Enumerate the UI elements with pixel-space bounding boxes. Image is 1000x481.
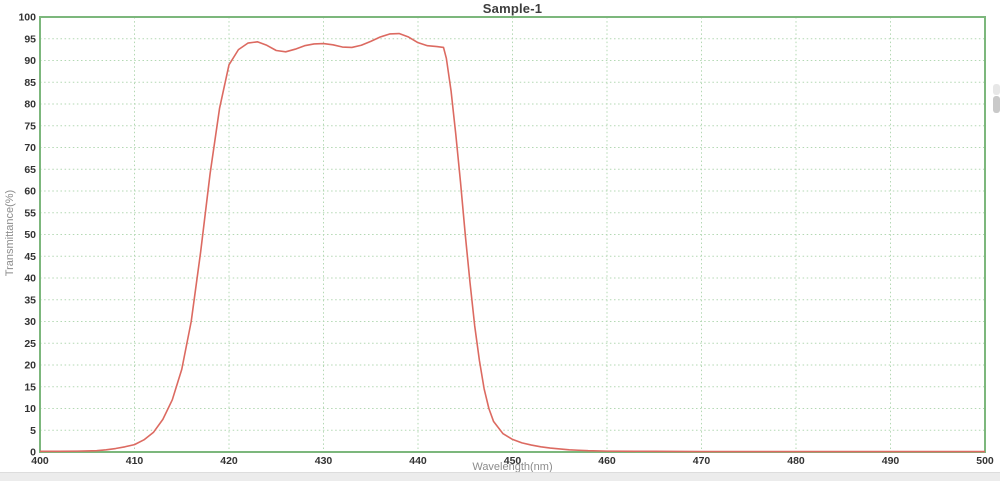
x-tick-label: 480 (787, 455, 805, 467)
y-tick-label: 65 (24, 164, 36, 176)
y-tick-label: 50 (24, 229, 36, 241)
y-axis-label: Transmittance(%) (4, 189, 16, 277)
x-tick-label: 490 (882, 455, 900, 467)
x-tick-label: 410 (126, 455, 144, 467)
y-tick-label: 95 (24, 33, 36, 45)
transmittance-curve (40, 32, 985, 453)
y-tick-label: 80 (24, 99, 36, 111)
x-tick-label: 440 (409, 455, 427, 467)
y-tick-label: 15 (24, 381, 36, 393)
y-tick-label: 30 (24, 316, 36, 328)
x-tick-label: 430 (315, 455, 333, 467)
y-tick-label: 35 (24, 294, 36, 306)
x-tick-label: 470 (693, 455, 711, 467)
y-tick-label: 45 (24, 251, 36, 263)
chart-title: Sample-1 (482, 1, 543, 16)
scrollbar[interactable] (992, 17, 1000, 452)
x-axis-label: Wavelength(nm) (472, 461, 553, 473)
y-tick-label: 10 (24, 403, 36, 415)
y-tick-label: 90 (24, 55, 36, 67)
x-tick-label: 460 (598, 455, 616, 467)
y-tick-label: 70 (24, 142, 36, 154)
y-tick-label: 75 (24, 120, 36, 132)
x-tick-label: 500 (976, 455, 994, 467)
x-tick-label: 400 (31, 455, 49, 467)
x-tick-label: 450 (504, 455, 522, 467)
plot-border (39, 16, 986, 453)
x-tick-label: 420 (220, 455, 238, 467)
y-tick-label: 25 (24, 338, 36, 350)
y-tick-label: 0 (30, 447, 36, 459)
y-tick-label: 55 (24, 207, 36, 219)
y-tick-label: 85 (24, 77, 36, 89)
scrollbar-thumb-shadow (993, 84, 1000, 95)
scrollbar-thumb[interactable] (993, 96, 1000, 113)
y-tick-label: 100 (18, 12, 36, 24)
y-tick-label: 5 (30, 425, 36, 437)
y-tick-label: 40 (24, 273, 36, 285)
bottom-bar (0, 472, 1000, 481)
y-tick-label: 20 (24, 360, 36, 372)
y-tick-label: 60 (24, 186, 36, 198)
